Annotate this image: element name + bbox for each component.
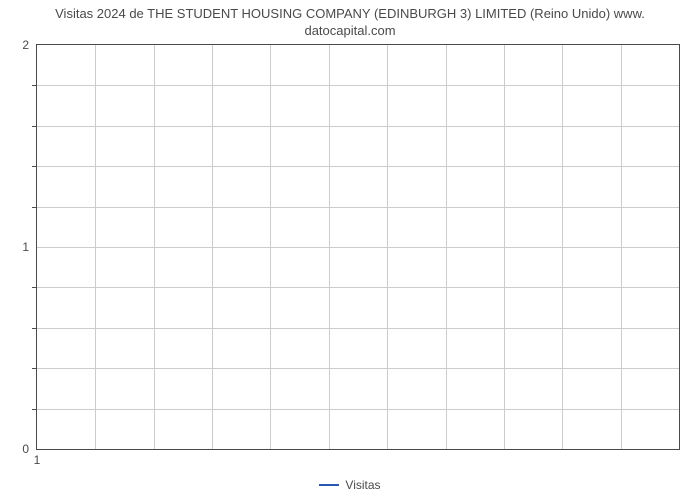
ytick-label: 2 — [22, 38, 37, 52]
ytick-minor — [32, 409, 37, 410]
legend: Visitas — [0, 478, 700, 492]
ytick-label: 1 — [22, 240, 37, 254]
gridline-v — [95, 45, 96, 449]
ytick-minor — [32, 166, 37, 167]
gridline-v — [504, 45, 505, 449]
ytick-minor — [32, 126, 37, 127]
gridline-v — [562, 45, 563, 449]
gridline-h-minor — [37, 368, 679, 369]
gridline-h-minor — [37, 207, 679, 208]
gridline-v — [212, 45, 213, 449]
gridline-h-minor — [37, 85, 679, 86]
ytick-minor — [32, 368, 37, 369]
gridline-v — [270, 45, 271, 449]
gridline-v — [154, 45, 155, 449]
chart-title-line1: Visitas 2024 de THE STUDENT HOUSING COMP… — [55, 6, 645, 21]
gridline-h-minor — [37, 328, 679, 329]
ytick-minor — [32, 207, 37, 208]
ytick-minor — [32, 287, 37, 288]
plot-region: 0121 — [36, 44, 680, 450]
gridline-h-minor — [37, 166, 679, 167]
gridline-v — [446, 45, 447, 449]
ytick-minor — [32, 85, 37, 86]
gridline-h — [37, 247, 679, 248]
gridline-v — [329, 45, 330, 449]
gridline-v — [621, 45, 622, 449]
legend-swatch-visitas — [319, 484, 339, 486]
gridline-h-minor — [37, 287, 679, 288]
xtick-label: 1 — [34, 449, 41, 467]
gridline-v — [387, 45, 388, 449]
chart-title-line2: datocapital.com — [304, 23, 395, 38]
ytick-minor — [32, 328, 37, 329]
gridline-h-minor — [37, 126, 679, 127]
chart-title: Visitas 2024 de THE STUDENT HOUSING COMP… — [0, 0, 700, 42]
chart-area: 0121 — [36, 44, 680, 450]
legend-label-visitas: Visitas — [345, 478, 380, 492]
gridline-h-minor — [37, 409, 679, 410]
